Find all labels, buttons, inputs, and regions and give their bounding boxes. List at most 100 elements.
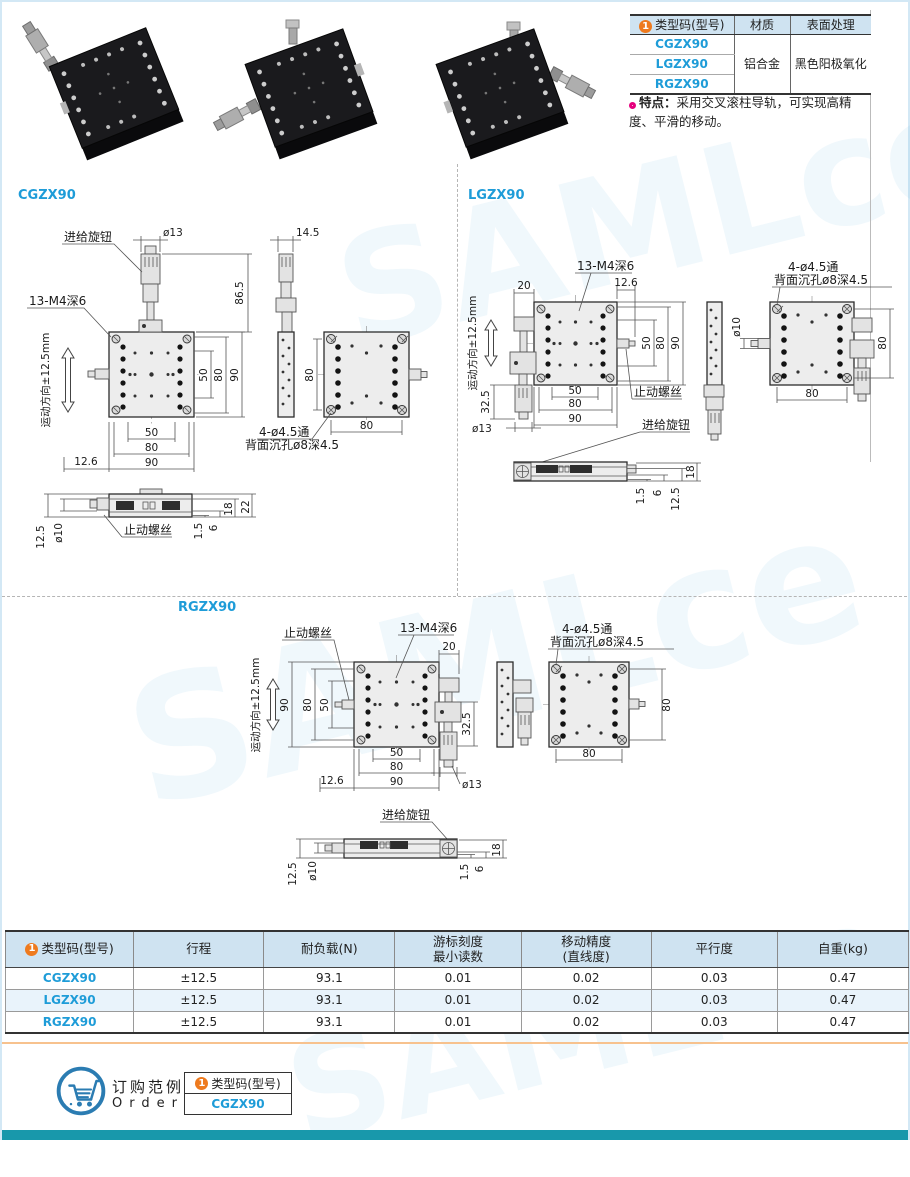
spec-cell: ±12.5 [133, 988, 265, 1012]
lgzx90-side-view [703, 301, 725, 441]
section-divider-horizontal [2, 596, 907, 597]
badge-1-icon: 1 [639, 20, 653, 34]
spec-row-rgzx90: RGZX90 ±12.5 93.1 0.01 0.02 0.03 0.47 [4, 1010, 910, 1034]
feed-knob-label: 进给旋钮 [642, 417, 690, 432]
spec-header-weight: 自重(kg) [776, 930, 910, 968]
hole-note-label: 背面沉孔ø8深4.5 [245, 438, 339, 452]
stop-screw-label: 止动螺丝 [284, 626, 332, 640]
dim-label: 20 [517, 280, 530, 292]
dim-label: 1.5 [193, 523, 205, 540]
hole-note-label: 背面沉孔ø8深4.5 [774, 273, 868, 287]
dim-label: 80 [877, 336, 889, 349]
dim-label: ø13 [462, 779, 482, 791]
cart-icon [56, 1066, 106, 1116]
material-value: 铝合金 [733, 34, 790, 94]
order-section-divider [2, 1042, 908, 1044]
cgzx90-drawing: ø13 86.5 进给旋钮 13-M4深6 运动方向±12.5mm 50 80 … [27, 227, 428, 549]
product-photo-2 [212, 19, 378, 160]
dim-label: 50 [319, 698, 331, 711]
materials-row: RGZX90 [630, 74, 871, 94]
dim-label: 80 [213, 368, 225, 381]
dim-label: 80 [805, 388, 818, 400]
section-divider-vertical [457, 164, 458, 596]
dim-label: ø10 [307, 861, 319, 881]
spec-cell: 0.47 [776, 1010, 910, 1034]
materials-header-model-label: 类型码(型号) [655, 18, 725, 33]
rgzx90-side-view [496, 661, 534, 748]
spec-header-parallel: 平行度 [650, 930, 778, 968]
dim-label: 1.5 [635, 488, 647, 505]
dim-label: 50 [568, 385, 581, 397]
model-link-rgzx90[interactable]: RGZX90 [654, 76, 709, 91]
product-photo-1 [21, 20, 184, 161]
dim-label: 50 [145, 427, 158, 439]
spec-cell: 93.1 [263, 988, 396, 1012]
dim-label: 80 [568, 398, 581, 410]
dim-label: 6 [652, 489, 664, 496]
hole-note-label: 背面沉孔ø8深4.5 [550, 635, 644, 649]
model-link-lgzx90[interactable]: LGZX90 [630, 54, 734, 75]
model-link-cgzx90[interactable]: CGZX90 [630, 34, 734, 55]
dim-label: 80 [145, 442, 158, 454]
materials-header-model: 1 类型码(型号) [630, 15, 734, 35]
dim-label: 32.5 [480, 390, 492, 413]
spec-row-cgzx90: CGZX90 ±12.5 93.1 0.01 0.02 0.03 0.47 [4, 966, 910, 990]
materials-header-surface: 表面处理 [789, 15, 871, 35]
dim-label: 12.5 [670, 487, 682, 510]
dim-label: 50 [390, 747, 403, 759]
thread-note-label: 13-M4深6 [400, 621, 457, 635]
spec-row-lgzx90: LGZX90 ±12.5 93.1 0.01 0.02 0.03 0.47 [4, 988, 910, 1012]
lgzx90-micrometer [509, 316, 537, 420]
lgzx90-back-view: ø10 4-ø4.5通 背面沉孔ø8深4.5 80 80 [731, 260, 894, 403]
stop-screw-knob [94, 368, 110, 380]
stop-screw-label: 止动螺丝 [634, 385, 682, 399]
dim-label: 90 [145, 457, 158, 469]
dim-label: 20 [442, 641, 455, 653]
motion-direction-label: 运动方向±12.5mm [39, 333, 52, 428]
page-footer-bar [2, 1130, 908, 1140]
spec-header-stroke: 行程 [133, 930, 265, 968]
order-example-subtitle: Order [112, 1096, 184, 1111]
lgzx90-bottom-view: 1.5 6 12.5 18 [513, 461, 701, 511]
model-link-lgzx90[interactable]: LGZX90 [4, 988, 135, 1012]
dim-label: 80 [582, 748, 595, 760]
materials-row: CGZX90 铝合金 黑色阳极氧化 [630, 34, 871, 94]
cgzx90-bottom-view: 止动螺丝 12.5 ø10 1.5 6 18 22 [35, 488, 256, 549]
model-link-cgzx90[interactable]: CGZX90 [4, 966, 135, 990]
dim-label: ø13 [472, 423, 492, 435]
spec-table: 1 类型码(型号) 行程 耐负载(N) 游标刻度 最小读数 移动精度 (直线度) 平行… [4, 930, 910, 1034]
spec-cell: 0.01 [394, 988, 522, 1012]
feed-knob-label: 进给旋钮 [382, 807, 430, 822]
hole-note-label: 4-ø4.5通 [788, 260, 838, 274]
spec-header-model: 1 类型码(型号) [4, 930, 135, 968]
lgzx90-dimensions: 13-M4深6 12.6 20 运动方向±12.5mm 32.5 ø13 50 … [466, 259, 690, 467]
spec-cell: 0.03 [650, 988, 778, 1012]
dim-label: 90 [279, 698, 291, 711]
rgzx90-dimensions: 止动螺丝 13-M4深6 20 运动方向±12.5mm 90 80 50 50 … [249, 621, 482, 841]
dim-label: 12.6 [74, 456, 98, 468]
dim-label: 90 [390, 776, 403, 788]
spec-header-load: 耐负载(N) [263, 930, 396, 968]
materials-table: 1 类型码(型号) 材质 表面处理 CGZX90 铝合金 黑色阳极氧化 LGZX9… [630, 14, 871, 95]
hole-note-label: 4-ø4.5通 [562, 622, 612, 636]
spec-cell: 0.47 [776, 988, 910, 1012]
rgzx90-back-view: 4-ø4.5通 背面沉孔ø8深4.5 80 80 [543, 622, 674, 763]
spec-cell: 0.01 [394, 966, 522, 990]
dim-label: 12.6 [614, 277, 638, 289]
badge-1-icon: 1 [195, 1076, 209, 1090]
feature-text-line1: 采用交叉滚柱导轨，可实现高精 [676, 95, 852, 110]
thread-note-label: 13-M4深6 [577, 259, 634, 273]
micrometer-photo [21, 20, 60, 72]
rgzx90-bottom-view: 12.5 ø10 1.5 6 18 [287, 838, 507, 886]
micrometer-photo [212, 98, 262, 132]
order-box-value[interactable]: CGZX90 [211, 1097, 265, 1111]
spec-cell: 0.01 [394, 1010, 522, 1034]
dim-label: 80 [304, 368, 316, 381]
model-link-rgzx90[interactable]: RGZX90 [4, 1010, 135, 1034]
cgzx90-micrometer [138, 245, 163, 333]
materials-table-header-row: 1 类型码(型号) 材质 表面处理 [630, 15, 871, 35]
feed-knob-label: 进给旋钮 [64, 229, 112, 244]
hole-note-label: 4-ø4.5通 [259, 425, 309, 439]
feature-note: 特点：采用交叉滚柱导轨，可实现高精 度、平滑的移动。 [629, 94, 885, 132]
dim-label: 50 [198, 368, 210, 381]
